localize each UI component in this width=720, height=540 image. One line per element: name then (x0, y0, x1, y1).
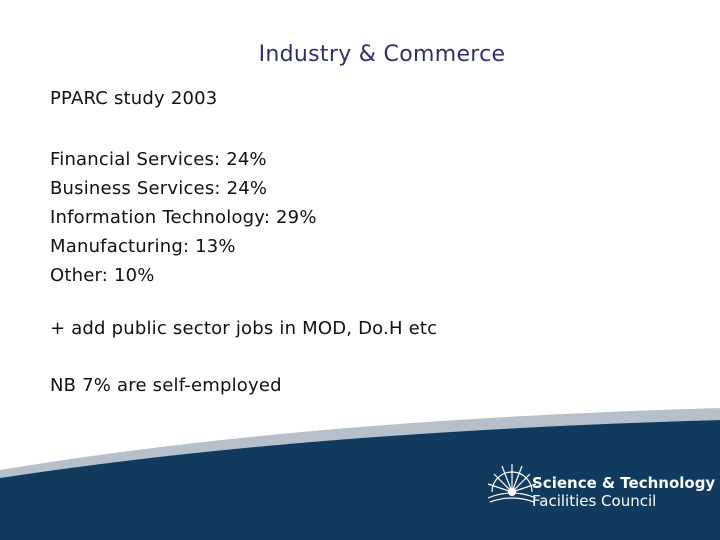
footer-swoosh (0, 408, 720, 478)
organisation-name-line1: Science & Technology (532, 474, 716, 492)
organisation-name: Science & Technology Facilities Council (532, 474, 715, 510)
organisation-name-line2: Facilities Council (532, 492, 657, 510)
slide-title: Industry & Commerce (258, 42, 506, 67)
list-item-other: Other: 10% (50, 265, 155, 286)
public-sector-note: + add public sector jobs in MOD, Do.H et… (50, 318, 438, 339)
list-item-information-technology: Information Technology: 29% (50, 207, 317, 228)
list-item-business-services: Business Services: 24% (50, 178, 268, 199)
list-item-financial-services: Financial Services: 24% (50, 149, 267, 170)
sector-breakdown-list: Financial Services: 24% Business Service… (50, 145, 317, 290)
sun-rays-logo-icon (487, 464, 537, 503)
study-subtitle: PPARC study 2003 (50, 88, 218, 109)
list-item-manufacturing: Manufacturing: 13% (50, 236, 236, 257)
self-employed-note: NB 7% are self-employed (50, 375, 282, 396)
footer-band-fill (0, 420, 720, 540)
